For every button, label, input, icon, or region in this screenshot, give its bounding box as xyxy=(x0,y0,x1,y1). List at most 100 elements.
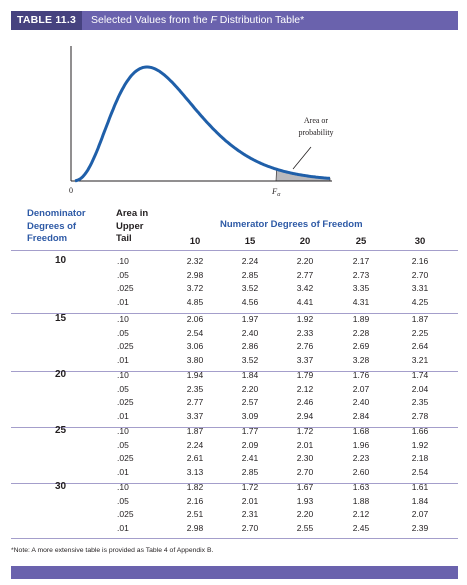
denominator-heading-line1: Denominator xyxy=(27,208,86,219)
tail-area-value: .025 xyxy=(117,509,134,519)
f-value-cell: 2.94 xyxy=(296,410,314,421)
numerator-df-15: 15 xyxy=(244,236,256,247)
f-value-cell: 2.85 xyxy=(241,269,259,280)
tail-heading-line1: Area in xyxy=(116,208,149,219)
numerator-df-20: 20 xyxy=(299,236,311,247)
f-value-cell: 2.70 xyxy=(241,522,259,533)
f-value-cell: 1.66 xyxy=(411,426,429,436)
numerator-df-25: 25 xyxy=(355,236,367,247)
tail-heading: Area in Upper Tail xyxy=(116,208,148,246)
f-value-cell: 2.20 xyxy=(241,383,259,394)
f-value-cell: 2.28 xyxy=(352,327,370,338)
tail-area-value: .05 xyxy=(117,269,129,280)
f-value-cell: 1.87 xyxy=(186,426,204,436)
f-value-cell: 2.77 xyxy=(186,397,204,407)
f-value-cell: 2.06 xyxy=(186,314,204,324)
table-title: Selected Values from the F Distribution … xyxy=(82,11,304,30)
title-after: Distribution Table* xyxy=(216,14,305,26)
f-value-cell: 2.41 xyxy=(241,453,259,463)
f-value-cell: 2.23 xyxy=(352,453,370,463)
numerator-df-30: 30 xyxy=(414,236,426,247)
f-value-cell: 2.78 xyxy=(411,410,429,421)
f-value-cell: 1.96 xyxy=(352,439,370,450)
tail-area-value: .01 xyxy=(117,296,129,307)
f-value-cell: 2.39 xyxy=(411,522,429,533)
f-value-cell: 2.24 xyxy=(241,256,259,266)
f-value-cell: 2.77 xyxy=(296,269,314,280)
f-value-cell: 3.09 xyxy=(241,410,259,421)
f-value-cell: 2.54 xyxy=(186,327,204,338)
tail-area-value: .05 xyxy=(117,383,129,394)
f-value-cell: 1.84 xyxy=(411,495,429,506)
annotation-pointer xyxy=(292,146,312,170)
f-value-cell: 2.55 xyxy=(296,522,314,533)
table-footnote: *Note: A more extensive table is provide… xyxy=(11,547,214,554)
f-value-cell: 3.52 xyxy=(241,354,259,365)
f-value-cell: 1.97 xyxy=(241,314,259,324)
f-value-cell: 1.94 xyxy=(186,370,204,380)
denominator-df: 10 xyxy=(55,255,67,266)
f-value-cell: 3.37 xyxy=(296,354,314,365)
f-value-cell: 2.51 xyxy=(186,509,204,519)
table-header-bar: TABLE 11.3 Selected Values from the F Di… xyxy=(11,11,458,30)
f-value-cell: 2.04 xyxy=(411,383,429,394)
f-value-cell: 4.56 xyxy=(241,296,259,307)
denominator-heading: Denominator Degrees of Freedom xyxy=(27,208,86,246)
group-divider xyxy=(11,371,458,372)
title-before: Selected Values from the xyxy=(91,14,211,26)
f-value-cell: 2.70 xyxy=(296,466,314,477)
footer-bar xyxy=(11,566,458,579)
f-value-cell: 2.07 xyxy=(411,509,429,519)
header-divider xyxy=(11,250,458,251)
f-value-cell: 1.72 xyxy=(296,426,314,436)
tail-area-value: .025 xyxy=(117,283,134,293)
tail-area-value: .10 xyxy=(117,370,129,380)
f-value-cell: 1.88 xyxy=(352,495,370,506)
f-value-cell: 2.24 xyxy=(186,439,204,450)
tail-area-value: .05 xyxy=(117,327,129,338)
f-value-cell: 2.33 xyxy=(296,327,314,338)
numerator-df-10: 10 xyxy=(189,236,201,247)
tail-area-value: .025 xyxy=(117,397,134,407)
f-value-cell: 1.89 xyxy=(352,314,370,324)
annotation-line1: Area or xyxy=(304,116,329,125)
denominator-df: 15 xyxy=(55,313,67,324)
f-value-cell: 1.76 xyxy=(352,370,370,380)
f-value-cell: 1.92 xyxy=(411,439,429,450)
f-value-cell: 2.25 xyxy=(411,327,429,338)
f-value-cell: 2.35 xyxy=(411,397,429,407)
denominator-df: 30 xyxy=(55,481,67,492)
f-distribution-figure: Area or probability 0 Fα xyxy=(69,46,334,198)
f-value-cell: 2.20 xyxy=(296,509,314,519)
f-value-cell: 3.28 xyxy=(352,354,370,365)
f-value-cell: 2.16 xyxy=(186,495,204,506)
f-value-cell: 2.31 xyxy=(241,509,259,519)
f-value-cell: 2.64 xyxy=(411,341,429,351)
f-value-cell: 2.01 xyxy=(296,439,314,450)
f-value-cell: 2.98 xyxy=(186,269,204,280)
f-value-cell: 2.07 xyxy=(352,383,370,394)
f-value-cell: 2.45 xyxy=(352,522,370,533)
denominator-df: 25 xyxy=(55,425,67,436)
f-alpha-f: F xyxy=(271,186,278,196)
f-value-cell: 1.72 xyxy=(241,482,259,492)
f-value-cell: 2.70 xyxy=(411,269,429,280)
f-value-cell: 2.17 xyxy=(352,256,370,266)
f-value-cell: 3.37 xyxy=(186,410,204,421)
zero-label: 0 xyxy=(69,186,73,195)
f-value-cell: 1.67 xyxy=(296,482,314,492)
group-divider xyxy=(11,483,458,484)
denominator-df: 20 xyxy=(55,369,67,380)
f-value-cell: 4.25 xyxy=(411,296,429,307)
f-value-cell: 2.84 xyxy=(352,410,370,421)
f-value-cell: 2.32 xyxy=(186,256,204,266)
f-value-cell: 1.74 xyxy=(411,370,429,380)
tail-area-value: .025 xyxy=(117,341,134,351)
f-alpha-label: Fα xyxy=(271,186,281,198)
tail-area-value: .10 xyxy=(117,256,129,266)
f-value-cell: 1.77 xyxy=(241,426,259,436)
f-value-cell: 1.87 xyxy=(411,314,429,324)
annotation-line2: probability xyxy=(298,128,333,137)
title-italic: F xyxy=(210,14,217,26)
f-value-cell: 2.61 xyxy=(186,453,204,463)
